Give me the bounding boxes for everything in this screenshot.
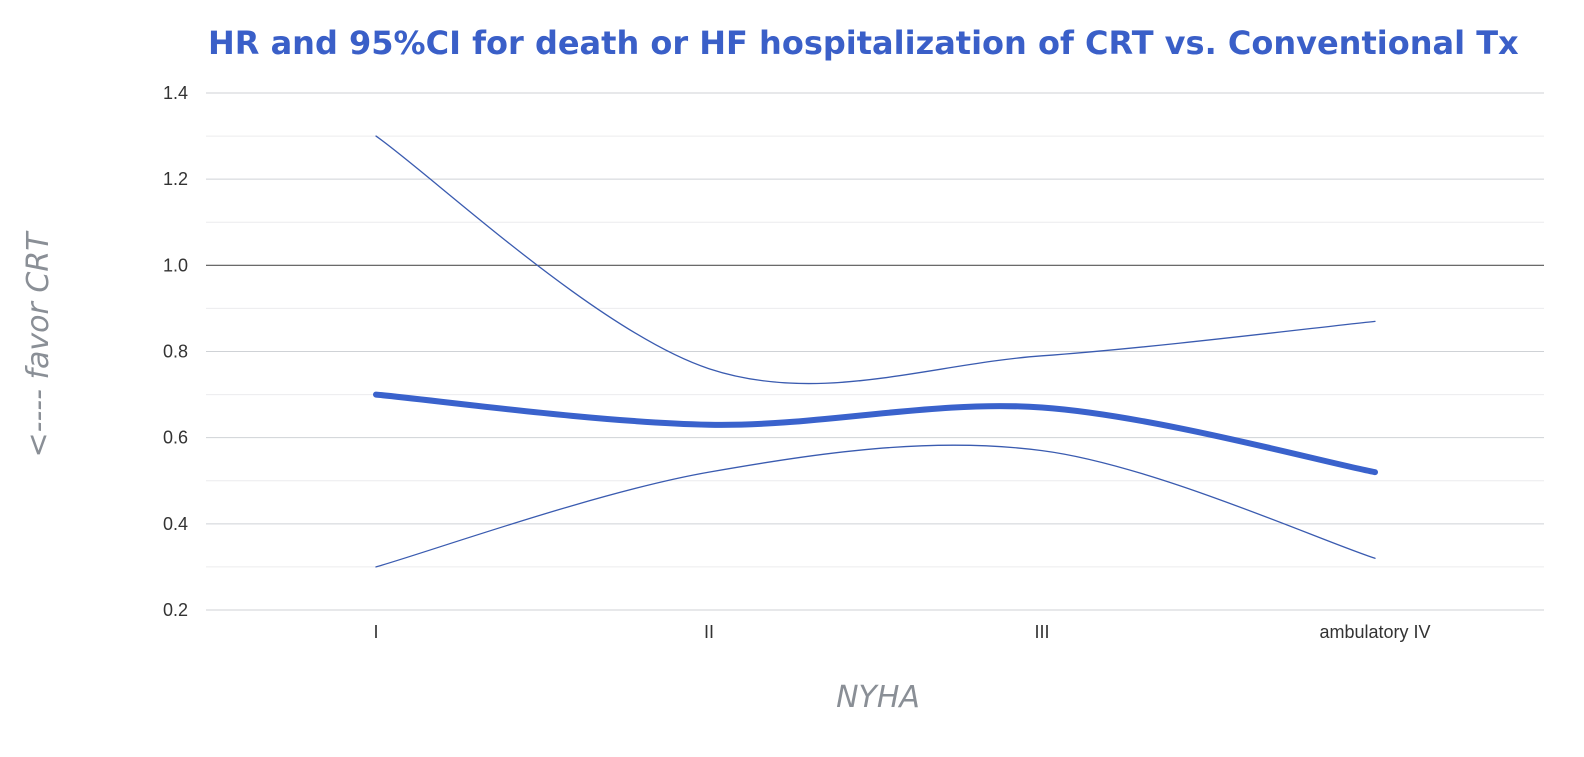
x-axis-title: NYHA [836,680,920,715]
series-lines [373,135,1378,568]
y-tick-label: 0.8 [163,342,188,362]
x-tick-label: III [1034,622,1049,642]
x-tick-labels: I II III ambulatory IV [373,622,1430,642]
y-tick-label: 1.2 [163,169,188,189]
chart-title: HR and 95%CI for death or HF hospitaliza… [208,24,1519,62]
y-tick-label: 0.2 [163,600,188,620]
y-tick-label: 1.0 [163,255,188,275]
y-tick-label: 0.6 [163,428,188,448]
series-line-hr [373,391,1378,476]
y-tick-label: 1.4 [163,83,188,103]
grid [206,92,1544,611]
x-tick-label: I [373,622,378,642]
y-axis-title: <---- favor CRT [21,230,56,458]
x-tick-label: II [704,622,714,642]
series-line-lower [375,444,1376,568]
y-tick-label: 0.4 [163,514,188,534]
series-line-upper [375,135,1376,385]
x-tick-label: ambulatory IV [1319,622,1430,642]
y-tick-labels: 0.2 0.4 0.6 0.8 1.0 1.2 1.4 [163,83,188,620]
